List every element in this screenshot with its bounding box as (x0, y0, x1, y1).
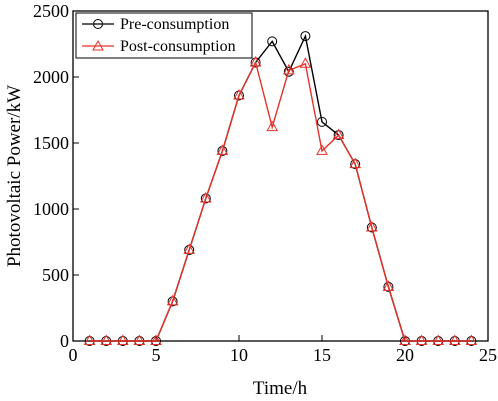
legend-box (75, 12, 253, 59)
x-axis-title: Time/h (253, 378, 308, 399)
data-point (233, 88, 245, 100)
data-point (166, 294, 179, 306)
data-point (266, 120, 279, 132)
series-line (89, 60, 472, 342)
data-point (100, 334, 113, 345)
x-tick-label: 5 (152, 345, 161, 365)
data-point (300, 31, 311, 42)
series-pre-consumption (84, 31, 477, 346)
y-tick-label: 0 (60, 331, 69, 351)
y-tick-label: 2000 (33, 67, 69, 87)
legend-marker-pre (93, 19, 103, 29)
data-point (283, 66, 294, 77)
data-point (382, 280, 395, 291)
data-point (249, 55, 262, 67)
data-point (282, 63, 295, 75)
y-axis-title: Photovoltaic Power/kW (4, 85, 25, 267)
data-point (365, 220, 378, 232)
data-point (317, 116, 327, 127)
y-tick-label: 2500 (33, 1, 69, 21)
legend: Pre-consumption Post-consumption (75, 12, 253, 59)
data-point (415, 334, 428, 345)
data-point (133, 334, 146, 345)
series-line (89, 33, 472, 342)
x-tick-label: 0 (69, 345, 78, 365)
data-point (399, 334, 411, 345)
data-point (316, 144, 328, 155)
data-point (199, 191, 212, 203)
legend-label-post: Post-consumption (120, 38, 236, 55)
x-tick-label: 25 (479, 345, 497, 365)
legend-marker-post (92, 39, 104, 51)
legend-label-pre: Pre-consumption (120, 16, 229, 33)
series-layer (83, 31, 478, 346)
data-point (183, 243, 196, 254)
axis-ticks: 0 5 10 15 20 25 0 500 1000 1500 2000 2500 (33, 1, 497, 365)
plot-frame (72, 10, 489, 342)
x-tick-label: 10 (230, 345, 248, 365)
series-post-consumption (83, 55, 478, 345)
data-point (465, 334, 478, 345)
y-tick-label: 1000 (33, 199, 69, 219)
data-point (349, 157, 362, 169)
data-point (432, 334, 445, 345)
data-point (332, 128, 345, 140)
data-point (267, 36, 278, 47)
y-tick-label: 500 (42, 265, 69, 285)
data-point (216, 144, 229, 155)
x-tick-label: 15 (313, 345, 331, 365)
y-tick-label: 1500 (33, 133, 69, 153)
data-point (448, 334, 461, 345)
x-tick-label: 20 (396, 345, 414, 365)
data-point (299, 57, 312, 68)
data-point (116, 334, 129, 345)
data-point (83, 334, 96, 345)
data-point (150, 334, 162, 345)
